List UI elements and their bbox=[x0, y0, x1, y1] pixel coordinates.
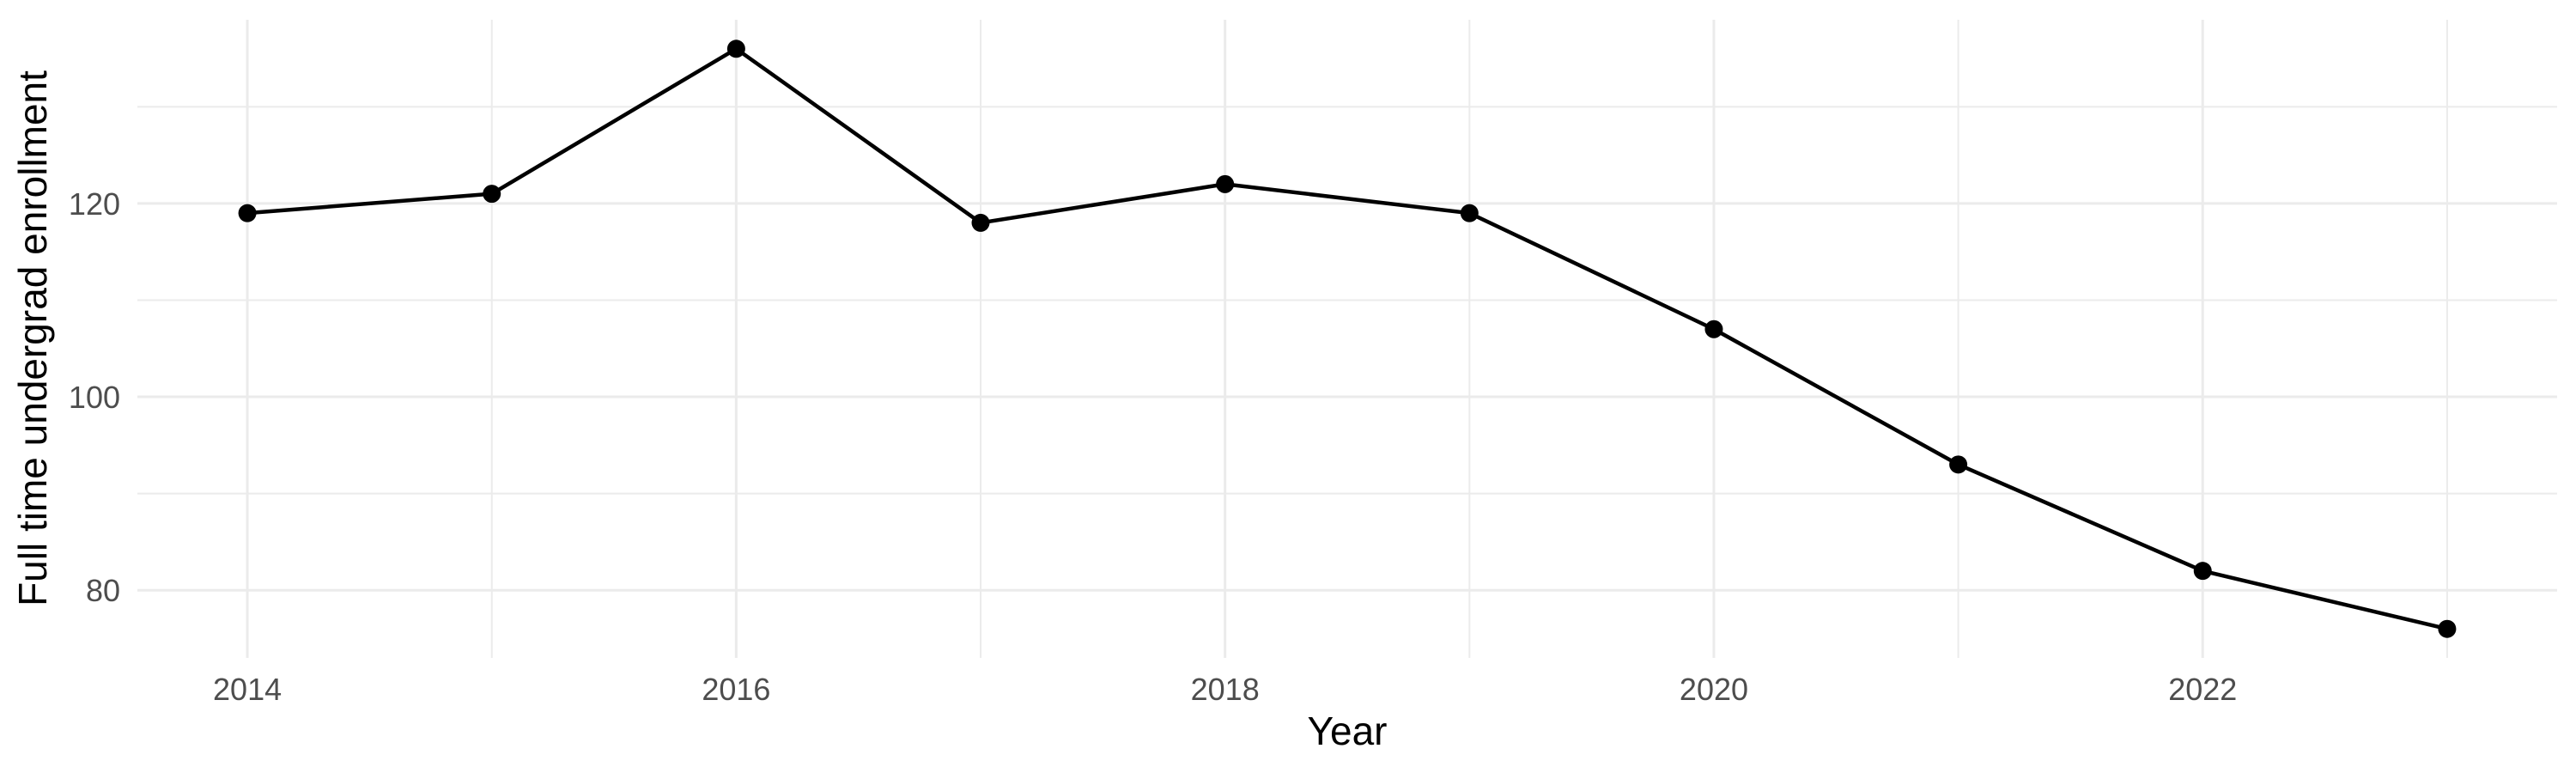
x-axis-title: Year bbox=[1307, 709, 1388, 753]
data-point bbox=[726, 40, 745, 58]
data-point bbox=[1216, 174, 1235, 193]
data-point bbox=[483, 185, 501, 204]
y-tick-label: 120 bbox=[69, 186, 120, 222]
y-tick-label: 100 bbox=[69, 380, 120, 415]
x-tick-label: 2018 bbox=[1191, 672, 1260, 707]
y-axis-title: Full time undergrad enrollment bbox=[10, 70, 55, 606]
y-tick-label: 80 bbox=[86, 573, 120, 608]
x-tick-label: 2016 bbox=[702, 672, 770, 707]
data-point bbox=[1949, 455, 1968, 474]
x-tick-label: 2020 bbox=[1680, 672, 1748, 707]
data-point bbox=[2438, 619, 2457, 638]
data-point bbox=[1704, 320, 1723, 338]
data-point bbox=[971, 213, 990, 232]
data-point bbox=[238, 204, 257, 222]
data-point bbox=[2193, 562, 2212, 581]
data-point bbox=[1460, 204, 1479, 222]
x-tick-label: 2014 bbox=[213, 672, 282, 707]
data-line bbox=[245, 46, 2450, 631]
x-tick-label: 2022 bbox=[2168, 672, 2237, 707]
